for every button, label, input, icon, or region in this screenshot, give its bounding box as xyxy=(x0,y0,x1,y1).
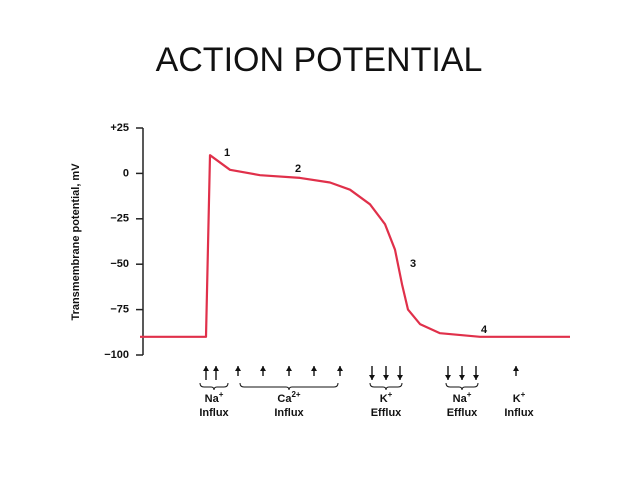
chart-title: ACTION POTENTIAL xyxy=(156,41,483,79)
ion-name: Ca2+ xyxy=(277,390,301,405)
y-tick-label: −50 xyxy=(110,258,129,270)
ion-arrowhead xyxy=(383,375,389,380)
ion-arrowhead xyxy=(445,375,451,380)
ion-name: Na+ xyxy=(453,390,472,405)
ion-arrowhead xyxy=(311,366,317,371)
ion-charge: + xyxy=(219,390,224,399)
brace xyxy=(199,382,229,391)
ion-arrowhead xyxy=(286,366,292,371)
ion-symbol: K xyxy=(513,393,521,405)
y-tick-label: +25 xyxy=(110,122,129,134)
ion-arrowhead xyxy=(397,375,403,380)
ion-arrowhead xyxy=(260,366,266,371)
ion-flux: Influx xyxy=(504,407,534,419)
ion-arrowhead xyxy=(459,375,465,380)
ion-arrowhead xyxy=(473,375,479,380)
ion-name: K+ xyxy=(513,390,526,405)
ion-arrowhead xyxy=(513,366,519,371)
ion-flux: Efflux xyxy=(371,407,402,419)
ion-arrowhead xyxy=(235,366,241,371)
ion-arrowhead xyxy=(369,375,375,380)
ion-name: Na+ xyxy=(205,390,224,405)
potential-line xyxy=(140,154,570,338)
brace xyxy=(369,382,403,391)
phase-label: 4 xyxy=(481,324,488,336)
ion-flux: Influx xyxy=(199,407,229,419)
ion-charge: + xyxy=(521,390,526,399)
ion-flux: Influx xyxy=(274,407,304,419)
phase-label: 1 xyxy=(224,147,230,159)
ion-symbol: Na xyxy=(205,393,220,405)
ion-symbol: Ca xyxy=(277,393,292,405)
ion-flux: Efflux xyxy=(447,407,478,419)
phase-label: 3 xyxy=(410,258,416,270)
ion-charge: + xyxy=(388,390,393,399)
ion-charge: 2+ xyxy=(291,390,300,399)
y-tick-label: −100 xyxy=(104,349,129,361)
ion-arrowhead xyxy=(213,366,219,371)
ion-arrowhead xyxy=(203,366,209,371)
phase-label: 2 xyxy=(295,163,301,175)
ion-symbol: Na xyxy=(453,393,468,405)
y-tick-label: −75 xyxy=(110,304,129,316)
ion-symbol: K xyxy=(380,393,388,405)
y-tick-label: 0 xyxy=(123,167,129,179)
brace xyxy=(445,382,479,391)
brace xyxy=(239,382,339,391)
ion-name: K+ xyxy=(380,390,393,405)
ion-charge: + xyxy=(467,390,472,399)
y-axis-label: Transmembrane potential, mV xyxy=(70,163,82,321)
ion-arrowhead xyxy=(337,366,343,371)
y-tick-label: −25 xyxy=(110,213,129,225)
